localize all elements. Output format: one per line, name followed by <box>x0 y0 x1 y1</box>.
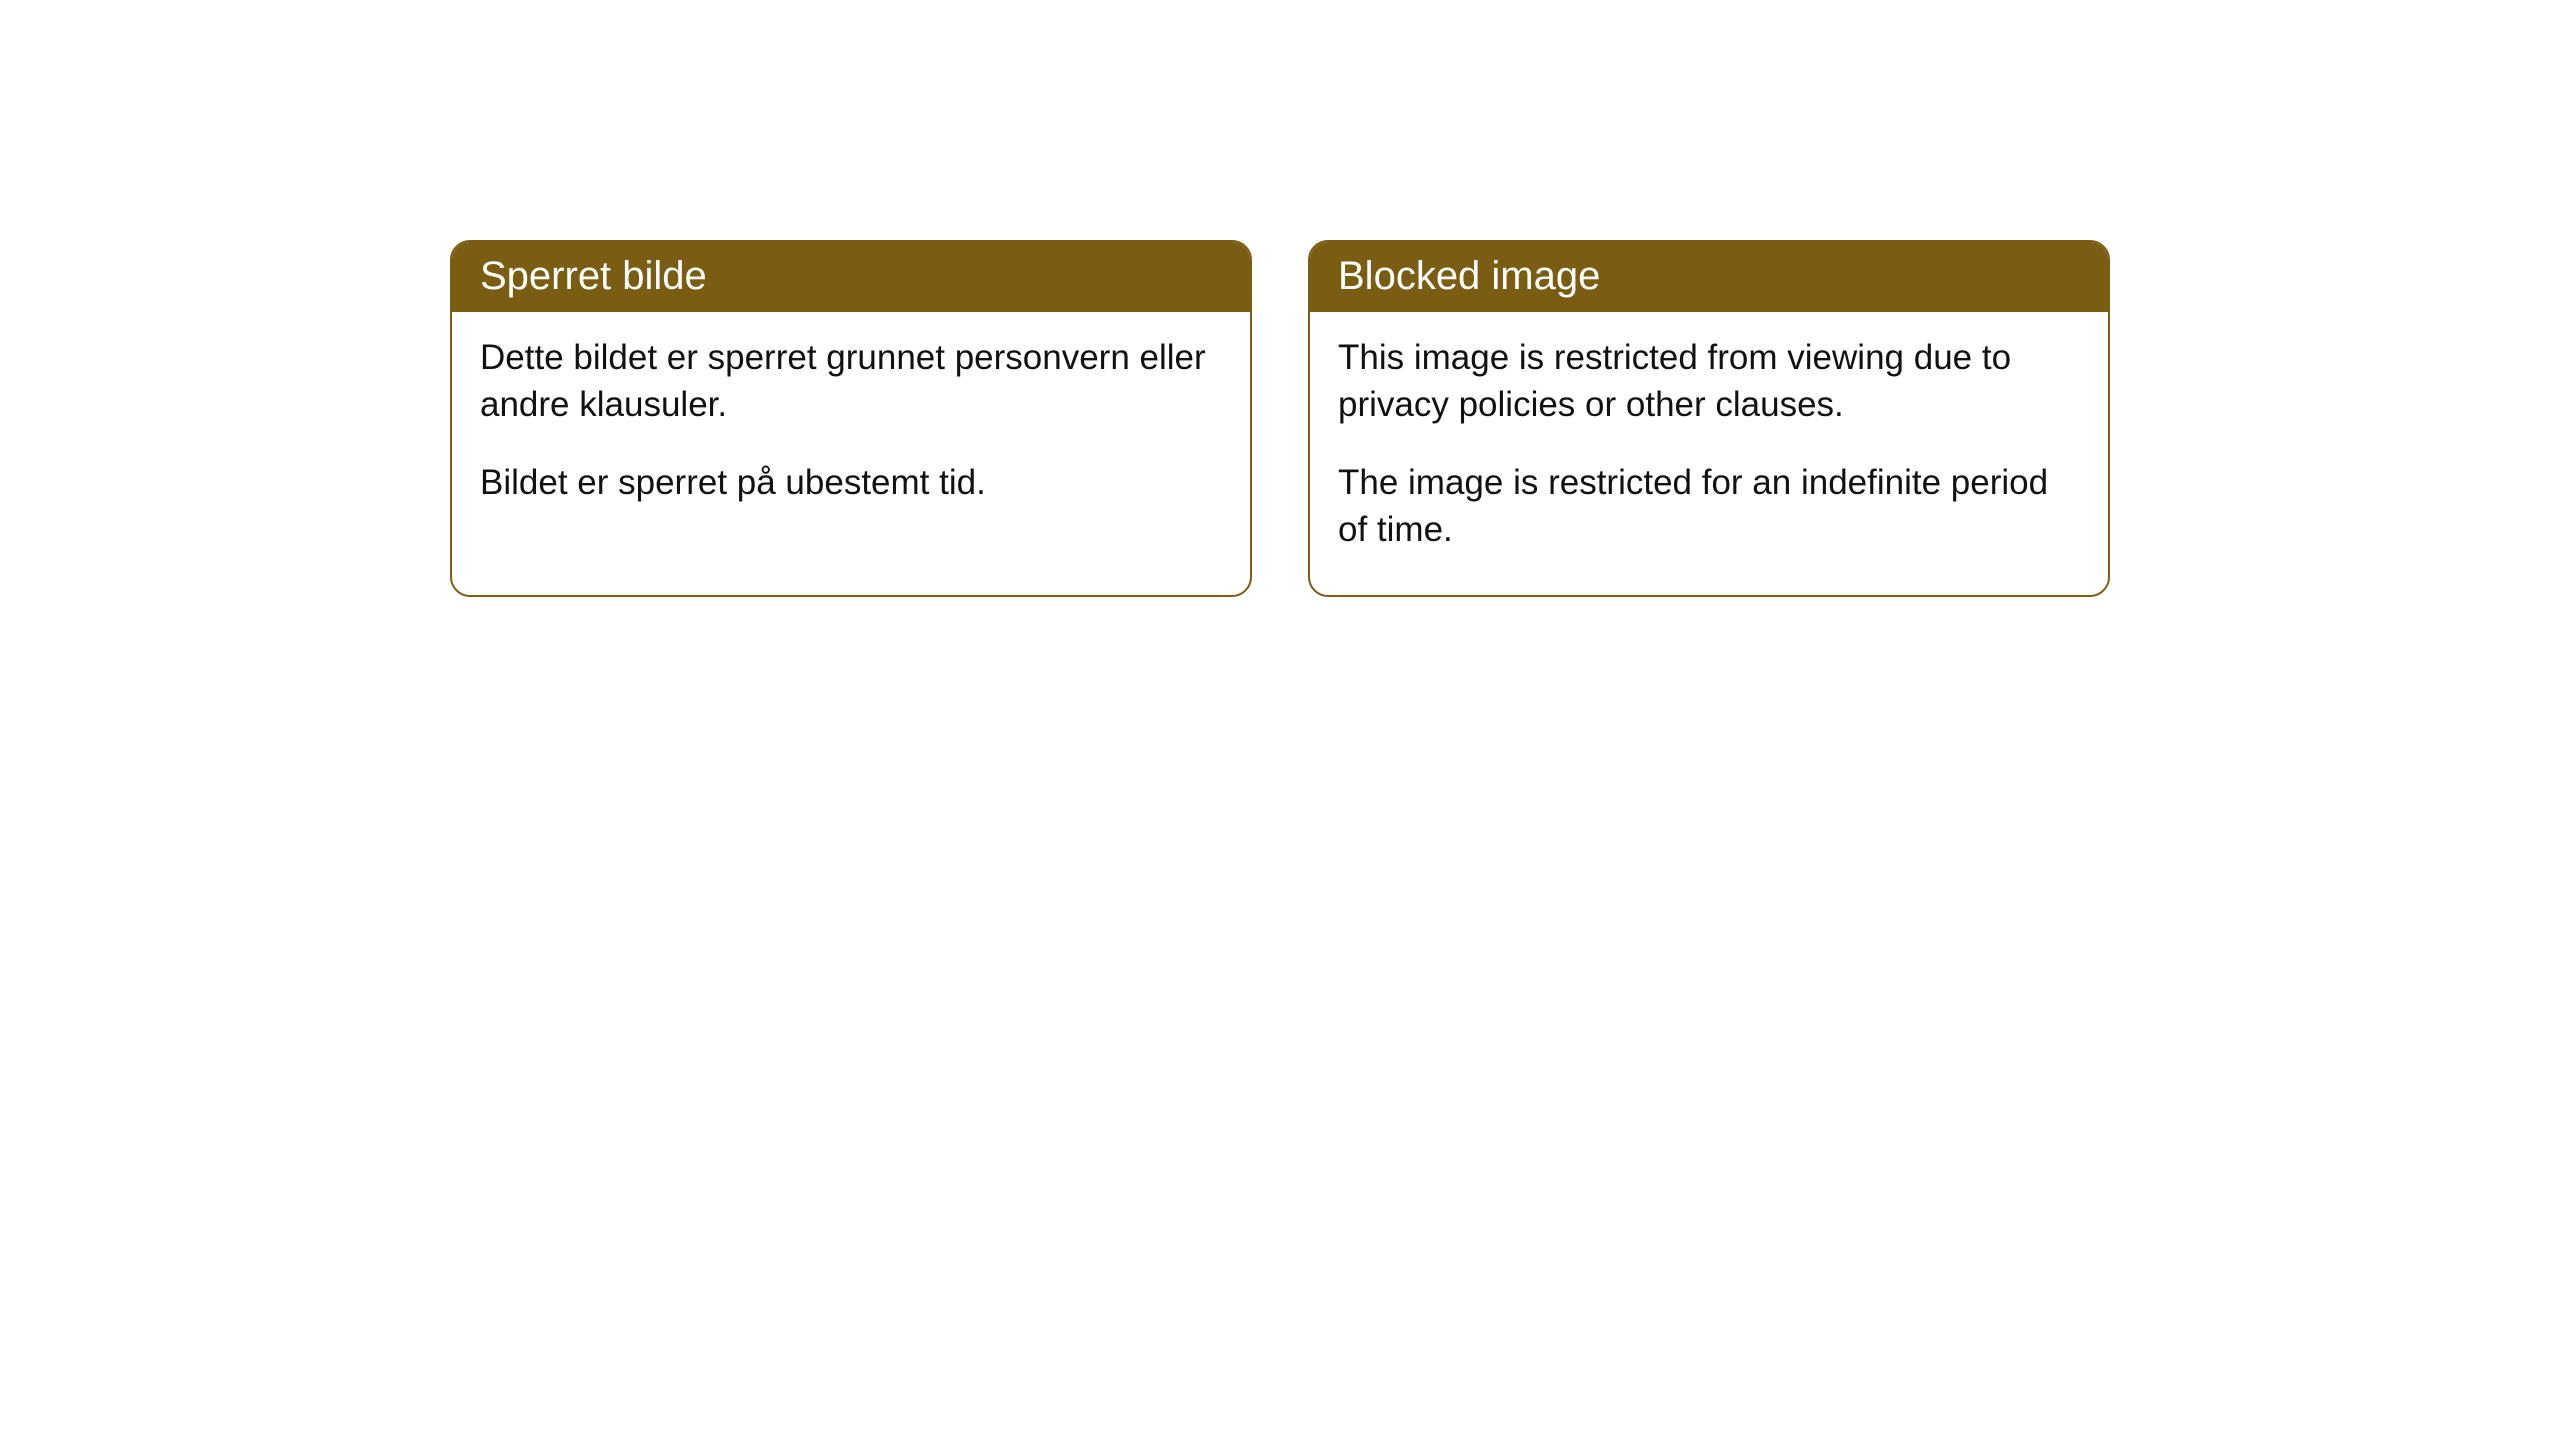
card-paragraph: This image is restricted from viewing du… <box>1338 334 2080 429</box>
notice-card-english: Blocked image This image is restricted f… <box>1308 240 2110 597</box>
card-header: Blocked image <box>1310 242 2108 312</box>
notice-cards-container: Sperret bilde Dette bildet er sperret gr… <box>0 0 2560 597</box>
notice-card-norwegian: Sperret bilde Dette bildet er sperret gr… <box>450 240 1252 597</box>
card-body: This image is restricted from viewing du… <box>1310 312 2108 595</box>
card-header: Sperret bilde <box>452 242 1250 312</box>
card-paragraph: Bildet er sperret på ubestemt tid. <box>480 459 1222 506</box>
card-paragraph: Dette bildet er sperret grunnet personve… <box>480 334 1222 429</box>
card-paragraph: The image is restricted for an indefinit… <box>1338 459 2080 554</box>
card-body: Dette bildet er sperret grunnet personve… <box>452 312 1250 548</box>
